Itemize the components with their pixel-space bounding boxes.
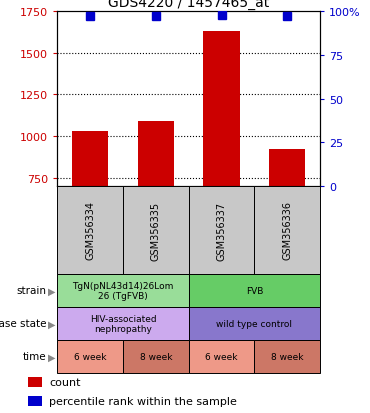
Text: HIV-associated
nephropathy: HIV-associated nephropathy: [90, 314, 157, 333]
FancyBboxPatch shape: [57, 307, 189, 340]
Text: ▶: ▶: [48, 319, 56, 329]
Bar: [28, 377, 43, 387]
Bar: [269, 150, 305, 187]
Title: GDS4220 / 1457465_at: GDS4220 / 1457465_at: [108, 0, 269, 9]
Text: strain: strain: [16, 286, 46, 296]
Text: GSM356334: GSM356334: [85, 201, 95, 260]
Text: GSM356337: GSM356337: [216, 201, 226, 260]
FancyBboxPatch shape: [189, 187, 255, 274]
Text: ▶: ▶: [48, 286, 56, 296]
FancyBboxPatch shape: [255, 340, 320, 373]
FancyBboxPatch shape: [255, 187, 320, 274]
FancyBboxPatch shape: [57, 340, 123, 373]
Text: 6 week: 6 week: [205, 352, 238, 361]
Text: 8 week: 8 week: [271, 352, 303, 361]
FancyBboxPatch shape: [189, 307, 320, 340]
FancyBboxPatch shape: [189, 274, 320, 307]
FancyBboxPatch shape: [57, 274, 189, 307]
Bar: [28, 396, 43, 406]
FancyBboxPatch shape: [57, 187, 123, 274]
FancyBboxPatch shape: [123, 340, 189, 373]
Text: GSM356336: GSM356336: [282, 201, 292, 260]
FancyBboxPatch shape: [123, 187, 189, 274]
Text: GSM356335: GSM356335: [151, 201, 161, 260]
Text: FVB: FVB: [246, 286, 263, 295]
Text: 6 week: 6 week: [74, 352, 107, 361]
Bar: [204, 32, 240, 187]
Text: count: count: [49, 377, 81, 387]
Text: wild type control: wild type control: [216, 319, 292, 328]
Text: time: time: [23, 351, 46, 362]
Bar: [138, 122, 174, 187]
Text: disease state: disease state: [0, 319, 46, 329]
Text: TgN(pNL43d14)26Lom
26 (TgFVB): TgN(pNL43d14)26Lom 26 (TgFVB): [73, 281, 174, 301]
Text: ▶: ▶: [48, 351, 56, 362]
Bar: [72, 132, 108, 187]
FancyBboxPatch shape: [189, 340, 255, 373]
Text: percentile rank within the sample: percentile rank within the sample: [49, 396, 237, 406]
Text: 8 week: 8 week: [139, 352, 172, 361]
